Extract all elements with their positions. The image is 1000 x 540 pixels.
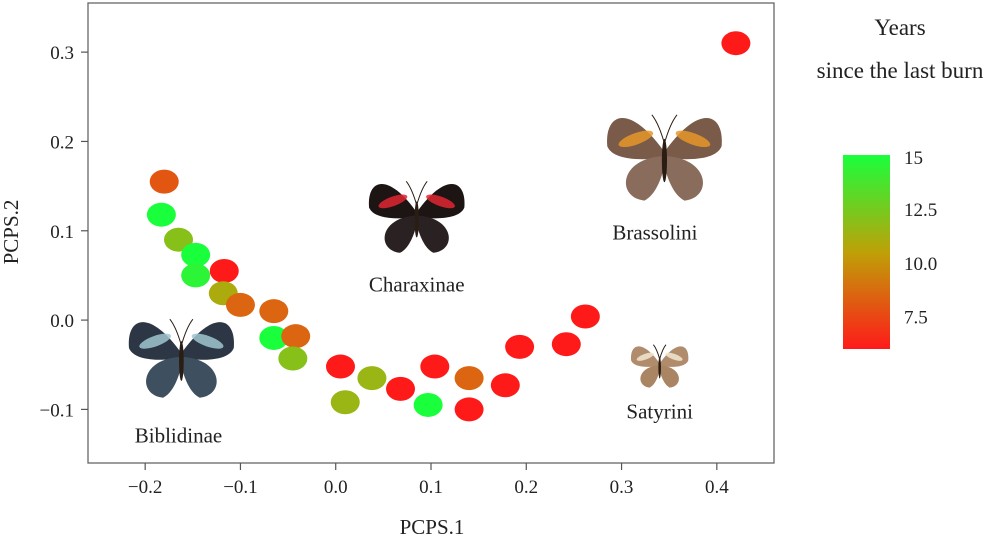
biblidinae-butterfly-icon xyxy=(128,318,234,398)
butterfly-body xyxy=(661,138,668,183)
x-axis: −0.2 −0.1 0.0 0.1 0.2 0.3 0.4 xyxy=(128,463,729,498)
data-point xyxy=(278,346,308,371)
colorbar-tick-label: 10.0 xyxy=(904,254,937,275)
data-point xyxy=(225,292,255,317)
y-tick-label: 0.2 xyxy=(50,132,74,153)
data-point xyxy=(259,325,289,350)
wing-right-hind xyxy=(416,215,449,253)
data-point xyxy=(181,263,211,288)
antenna-left xyxy=(405,181,418,206)
x-tick-label: 0.1 xyxy=(419,477,443,498)
x-tick-label: 0.2 xyxy=(514,477,538,498)
data-point xyxy=(146,202,176,227)
antenna-left xyxy=(169,318,182,346)
y-tick-label: 0.0 xyxy=(50,311,74,332)
data-points xyxy=(146,31,751,422)
antenna-left xyxy=(652,344,661,360)
antenna-right xyxy=(663,114,678,144)
butterfly-body xyxy=(414,201,419,238)
colorbar-tick-label: 7.5 xyxy=(904,308,928,329)
data-point xyxy=(454,366,484,391)
y-tick-label: 0.1 xyxy=(50,222,74,243)
wing-band-left xyxy=(618,130,654,148)
x-tick-label: −0.2 xyxy=(128,477,162,498)
colorbar-legend: Years since the last burn 15 12.5 10.0 7.5 xyxy=(817,15,984,349)
data-point xyxy=(259,299,289,324)
satyrini-butterfly-icon xyxy=(630,344,689,388)
wing-band-right xyxy=(191,333,224,349)
data-point xyxy=(551,332,581,357)
antenna-right xyxy=(416,181,428,206)
y-tick-label: −0.1 xyxy=(40,400,74,421)
data-point xyxy=(505,334,535,359)
wing-band-left xyxy=(139,333,172,349)
x-tick-label: 0.4 xyxy=(705,477,729,498)
taxon-label: Satyrini xyxy=(626,399,693,423)
legend-title-line-2: since the last burn xyxy=(817,58,984,83)
colorbar-gradient xyxy=(843,155,890,349)
data-point xyxy=(209,258,239,283)
wing-left-hind xyxy=(640,365,660,388)
colorbar-ticks: 15 12.5 10.0 7.5 xyxy=(904,148,937,329)
y-axis: −0.1 0.0 0.1 0.2 0.3 xyxy=(40,43,88,421)
wing-right-hind xyxy=(664,155,703,201)
data-point xyxy=(330,390,360,415)
colorbar-tick-label: 15 xyxy=(904,148,923,169)
butterfly-body xyxy=(658,356,661,379)
data-point xyxy=(281,324,311,349)
data-point xyxy=(413,392,443,417)
brassolini-butterfly-icon xyxy=(607,114,722,201)
data-point xyxy=(181,242,211,267)
x-axis-title: PCPS.1 xyxy=(400,515,465,539)
taxon-label: Charaxinae xyxy=(369,273,465,297)
taxon-labels: Biblidinae Charaxinae Brassolini Satyrini xyxy=(135,221,698,448)
wing-band-right xyxy=(426,194,455,209)
x-tick-label: 0.0 xyxy=(324,477,348,498)
data-point xyxy=(149,169,179,194)
antenna-right xyxy=(180,318,194,346)
data-point xyxy=(386,376,416,401)
wing-left-hind xyxy=(384,215,417,253)
butterfly-body xyxy=(179,341,184,381)
wing-right-hind xyxy=(181,356,217,398)
antenna-left xyxy=(651,114,665,144)
y-tick-label: 0.3 xyxy=(50,43,74,64)
data-point xyxy=(325,354,355,379)
butterfly-images xyxy=(128,114,722,398)
wing-left-hind xyxy=(625,155,665,201)
wing-band-left xyxy=(636,352,655,361)
data-point xyxy=(454,397,484,422)
x-tick-label: −0.1 xyxy=(223,477,257,498)
legend-title-line-1: Years xyxy=(874,15,925,40)
data-point xyxy=(721,31,751,56)
x-tick-label: 0.3 xyxy=(610,477,634,498)
data-point xyxy=(357,366,387,391)
data-point xyxy=(164,227,194,252)
y-axis-title: PCPS.2 xyxy=(0,200,23,265)
data-point xyxy=(490,373,520,398)
taxon-label: Biblidinae xyxy=(135,423,223,447)
colorbar-tick-label: 12.5 xyxy=(904,200,937,221)
wing-band-right xyxy=(665,352,683,361)
wing-band-left xyxy=(378,194,408,209)
data-point xyxy=(420,354,450,379)
data-point xyxy=(570,304,600,329)
wing-right-hind xyxy=(659,365,679,388)
wing-left-hind xyxy=(146,356,182,398)
taxon-label: Brassolini xyxy=(612,221,697,245)
antenna-right xyxy=(659,344,667,360)
wing-band-right xyxy=(675,130,711,148)
charaxinae-butterfly-icon xyxy=(368,181,465,253)
